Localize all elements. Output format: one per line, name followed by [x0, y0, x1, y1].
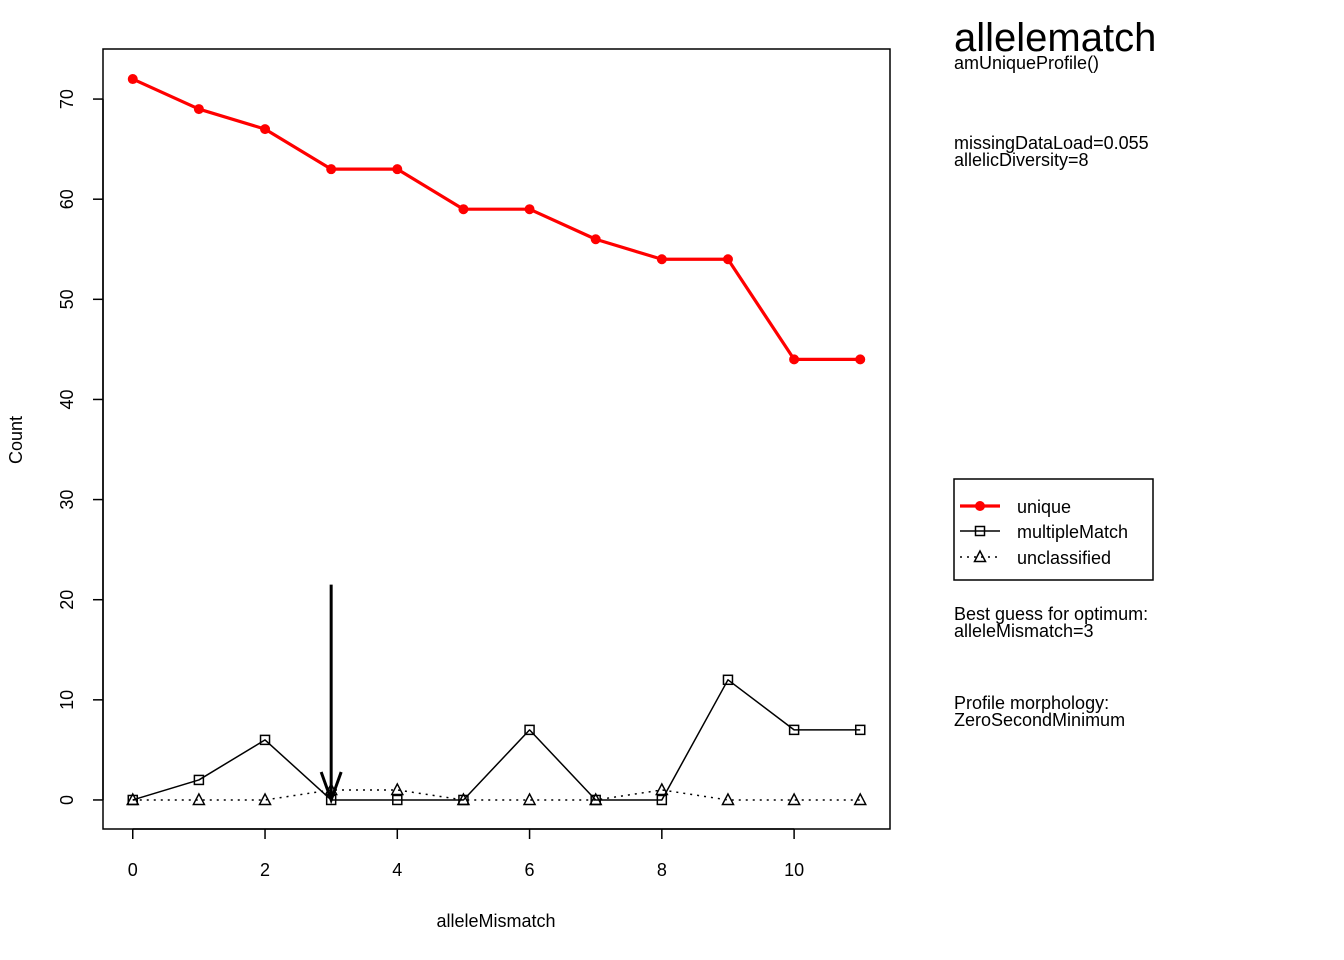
- x-tick-label: 8: [657, 860, 667, 880]
- x-tick-label: 4: [392, 860, 402, 880]
- y-tick-label: 30: [57, 490, 77, 510]
- series-line-multipleMatch: [132, 679, 861, 801]
- series-unique: [127, 74, 866, 365]
- data-point-unique: [656, 254, 667, 265]
- data-point-multipleMatch: [854, 724, 866, 736]
- series-unclassified: [126, 782, 867, 806]
- annotation-layer: [319, 584, 343, 805]
- profile-morphology-label: Profile morphology:: [954, 693, 1110, 713]
- data-point-unclassified: [192, 792, 206, 806]
- y-tick-label: 60: [57, 189, 77, 209]
- data-point-unique: [590, 234, 601, 245]
- data-point-unclassified: [522, 792, 537, 806]
- profile-morphology-block: Profile morphology: ZeroSecondMinimum: [954, 693, 1126, 730]
- data-point-unique: [524, 204, 535, 215]
- optimum-guess-block: Best guess for optimum: alleleMismatch=3: [954, 604, 1149, 641]
- y-tick-label: 40: [57, 389, 77, 409]
- legend-item-unclassified: unclassified: [960, 548, 1111, 568]
- series-line-unique: [132, 77, 861, 361]
- data-point-unclassified: [456, 792, 471, 806]
- app-title: allelematch: [954, 16, 1157, 60]
- y-axis: 0 10 20 30 40 50 60 70: [57, 89, 104, 805]
- x-axis: 0 2 4 6 8 10: [128, 828, 804, 880]
- data-point-unique: [193, 104, 204, 115]
- legend-item-multipleMatch: multipleMatch: [960, 522, 1128, 542]
- legend-swatch-marker: [975, 501, 985, 511]
- missing-data-load: missingDataLoad=0.055: [954, 133, 1149, 153]
- data-point-unclassified: [126, 792, 140, 806]
- legend-box: [953, 478, 1154, 581]
- y-tick-label: 50: [57, 289, 77, 309]
- allelic-diversity: allelicDiversity=8: [954, 150, 1089, 170]
- series-line-unclassified: [132, 789, 861, 801]
- data-point-multipleMatch: [524, 724, 535, 736]
- x-axis-label: alleleMismatch: [436, 911, 555, 931]
- data-point-multipleMatch: [788, 724, 800, 736]
- x-tick-label: 10: [784, 860, 804, 880]
- legend-label: multipleMatch: [1017, 522, 1128, 542]
- legend: unique multipleMatch unclassified: [953, 478, 1154, 581]
- data-point-unique: [722, 254, 733, 265]
- data-point-unclassified: [390, 782, 405, 796]
- data-point-unclassified: [588, 792, 603, 806]
- data-point-unclassified: [787, 792, 801, 806]
- data-point-unique: [326, 164, 337, 175]
- y-axis-label: Count: [6, 416, 26, 464]
- optimum-guess-label: Best guess for optimum:: [954, 604, 1149, 624]
- x-tick-label: 0: [128, 860, 138, 880]
- y-tick-label: 0: [57, 795, 77, 805]
- data-point-multipleMatch: [722, 674, 734, 686]
- data-point-unique: [855, 354, 866, 365]
- data-point-unique: [392, 164, 403, 175]
- data-point-unique: [458, 204, 469, 215]
- x-tick-label: 6: [525, 860, 535, 880]
- data-point-unclassified: [655, 782, 669, 796]
- app-subtitle: amUniqueProfile(): [954, 53, 1100, 73]
- data-point-multipleMatch: [259, 734, 271, 746]
- series-layer: [126, 74, 867, 806]
- data-point-multipleMatch: [392, 794, 403, 806]
- data-point-unique: [127, 74, 138, 85]
- optimum-arrow-head: [319, 771, 343, 805]
- data-point-unique: [789, 354, 800, 365]
- legend-label: unique: [1017, 497, 1071, 517]
- y-tick-label: 20: [57, 590, 77, 610]
- data-point-unique: [260, 124, 271, 135]
- data-point-unclassified: [853, 792, 867, 806]
- x-tick-label: 2: [260, 860, 270, 880]
- legend-label: unclassified: [1017, 548, 1111, 568]
- y-tick-label: 70: [57, 89, 77, 109]
- data-point-unclassified: [258, 792, 272, 806]
- stats-block: missingDataLoad=0.055 allelicDiversity=8: [954, 133, 1149, 170]
- data-point-multipleMatch: [656, 794, 668, 806]
- series-multipleMatch: [127, 674, 866, 806]
- legend-swatch-marker: [973, 549, 987, 563]
- data-point-unclassified: [721, 792, 735, 806]
- data-point-multipleMatch: [193, 774, 205, 786]
- legend-item-unique: unique: [960, 497, 1071, 517]
- plot-frame: [102, 48, 891, 830]
- y-tick-label: 10: [57, 690, 77, 710]
- optimum-guess-value: alleleMismatch=3: [954, 621, 1094, 641]
- legend-swatch-marker: [974, 525, 986, 537]
- profile-morphology-value: ZeroSecondMinimum: [954, 710, 1126, 730]
